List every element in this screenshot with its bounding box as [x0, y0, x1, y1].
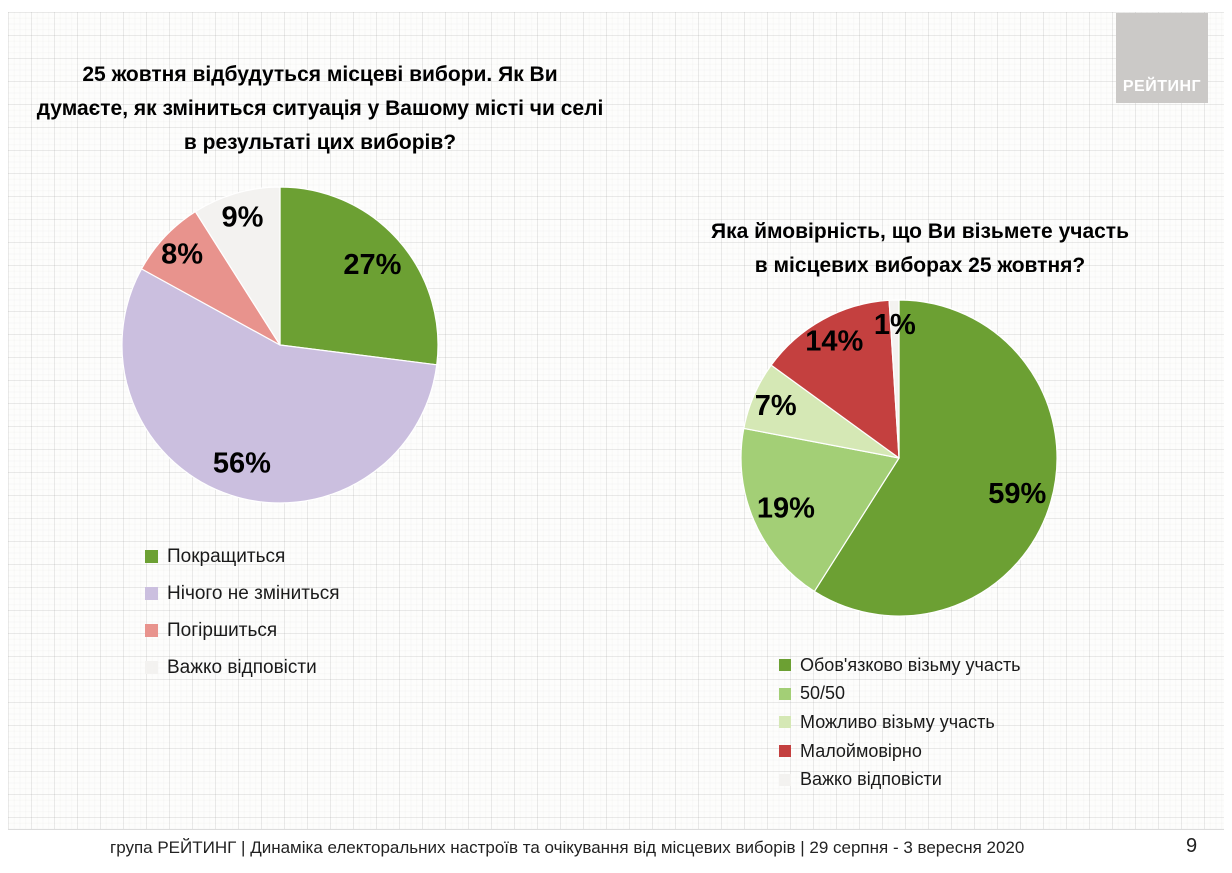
pie-slice-value-label: 1%: [874, 309, 916, 341]
chart-right-title: Яка ймовірність, що Ви візьмете участь в …: [630, 215, 1210, 283]
pie-slice: [194, 186, 281, 346]
legend-swatch: [779, 745, 791, 758]
pie-slice-value-label: 9%: [222, 201, 264, 233]
legend-label: Важко відповісти: [800, 769, 942, 790]
legend-label: Обов'язково візьму участь: [800, 654, 1021, 675]
chart-title-line: 25 жовтня відбудуться місцеві вибори. Як…: [82, 63, 558, 86]
legend-swatch: [145, 587, 158, 600]
legend-item: Погіршиться: [145, 612, 340, 649]
legend-swatch: [779, 773, 791, 786]
chart-left-title: 25 жовтня відбудуться місцеві вибори. Як…: [18, 58, 622, 160]
legend-swatch: [145, 661, 158, 674]
rating-group-logo: РЕЙТИНГ: [1116, 13, 1208, 103]
legend-label: 50/50: [800, 683, 846, 704]
legend-label: Нічого не зміниться: [167, 582, 340, 604]
chart-left-legend: Покращиться Нічого не зміниться Погіршитьс…: [145, 538, 340, 686]
rating-logo-text: РЕЙТИНГ: [1122, 78, 1202, 95]
pie-slice-value-label: 19%: [757, 492, 815, 524]
pie-slice: [770, 299, 900, 459]
chart-title-line: в місцевих виборах 25 жовтня?: [754, 254, 1086, 277]
legend-item: Важко відповісти: [779, 765, 1021, 794]
legend-label: Покращиться: [167, 545, 286, 567]
legend-item: Важко відповісти: [145, 649, 340, 686]
legend-swatch: [779, 659, 791, 672]
footer-source-text: група РЕЙТИНГ | Динаміка електоральних н…: [110, 838, 1025, 857]
legend-label: Малоймовірно: [800, 740, 922, 761]
pie-chart-participation: 59% 19% 7%14% 1%: [740, 299, 1058, 617]
legend-swatch: [145, 624, 158, 637]
legend-label: Важко відповісти: [167, 656, 317, 678]
pie-slice: [888, 299, 900, 459]
legend-swatch: [779, 687, 791, 700]
legend-label: Погіршиться: [167, 619, 278, 641]
page-number: 9: [1186, 835, 1198, 857]
pie-slice-value-label: 7%: [755, 390, 797, 422]
legend-item: 50/50: [779, 680, 1021, 709]
pie-slice-value-label: 27%: [343, 249, 401, 281]
pie-slice-value-label: 56%: [213, 448, 271, 480]
pie-slice-value-label: 8%: [161, 239, 203, 271]
legend-item: Нічого не зміниться: [145, 575, 340, 612]
pie-slice: [121, 268, 438, 504]
chart-title-line: в результаті цих виборів?: [183, 131, 457, 154]
pie-slice: [740, 427, 900, 592]
legend-item: Можливо візьму участь: [779, 708, 1021, 737]
legend-swatch: [145, 550, 158, 563]
pie-slice: [813, 299, 1058, 617]
legend-item: Покращиться: [145, 538, 340, 575]
pie-slice-value-label: 59%: [988, 478, 1046, 510]
legend-swatch: [779, 716, 791, 729]
chart-title-line: Яка ймовірність, що Ви візьмете участь: [710, 220, 1129, 243]
pie-slice: [279, 186, 439, 366]
pie-slice-value-label: 14%: [805, 326, 863, 358]
chart-title-line: думаєте, як зміниться ситуація у Вашому …: [36, 97, 604, 120]
chart-right-legend: Обов'язково візьму участь 50/50 Можливо ві…: [779, 651, 1021, 794]
legend-label: Можливо візьму участь: [800, 711, 995, 732]
legend-item: Малоймовірно: [779, 737, 1021, 766]
pie-chart-expectations: 27% 56% 8% 9%: [121, 186, 439, 504]
legend-item: Обов'язково візьму участь: [779, 651, 1021, 680]
